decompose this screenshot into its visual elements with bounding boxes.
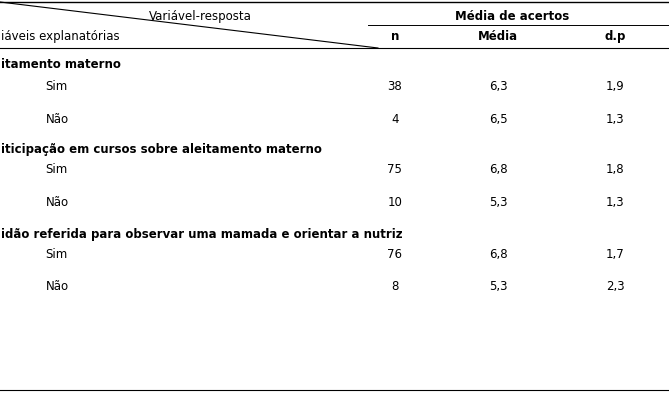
Text: 6,8: 6,8	[489, 248, 508, 261]
Text: Variável-resposta: Variável-resposta	[149, 10, 252, 23]
Text: d.p: d.p	[605, 30, 626, 43]
Text: 6,5: 6,5	[489, 113, 508, 126]
Text: Não: Não	[45, 196, 69, 209]
Text: 1,3: 1,3	[606, 113, 625, 126]
Text: Não: Não	[45, 113, 69, 126]
Text: Sim: Sim	[45, 163, 68, 176]
Text: 1,3: 1,3	[606, 196, 625, 209]
Text: Sim: Sim	[45, 80, 68, 93]
Text: iáveis explanatórias: iáveis explanatórias	[1, 30, 120, 43]
Text: 6,3: 6,3	[489, 80, 508, 93]
Text: 1,7: 1,7	[606, 248, 625, 261]
Text: 5,3: 5,3	[489, 196, 508, 209]
Text: 38: 38	[387, 80, 402, 93]
Text: Média: Média	[478, 30, 518, 43]
Text: 4: 4	[391, 113, 399, 126]
Text: 10: 10	[387, 196, 402, 209]
Text: 75: 75	[387, 163, 402, 176]
Text: Não: Não	[45, 280, 69, 293]
Text: 1,9: 1,9	[606, 80, 625, 93]
Text: Sim: Sim	[45, 248, 68, 261]
Text: n: n	[391, 30, 399, 43]
Text: 8: 8	[391, 280, 399, 293]
Text: Média de acertos: Média de acertos	[455, 10, 569, 23]
Text: 6,8: 6,8	[489, 163, 508, 176]
Text: 1,8: 1,8	[606, 163, 625, 176]
Text: idão referida para observar uma mamada e orientar a nutriz: idão referida para observar uma mamada e…	[1, 228, 403, 241]
Text: 5,3: 5,3	[489, 280, 508, 293]
Text: iticipação em cursos sobre aleitamento materno: iticipação em cursos sobre aleitamento m…	[1, 143, 322, 156]
Text: 76: 76	[387, 248, 402, 261]
Text: 2,3: 2,3	[606, 280, 625, 293]
Text: itamento materno: itamento materno	[1, 58, 121, 71]
